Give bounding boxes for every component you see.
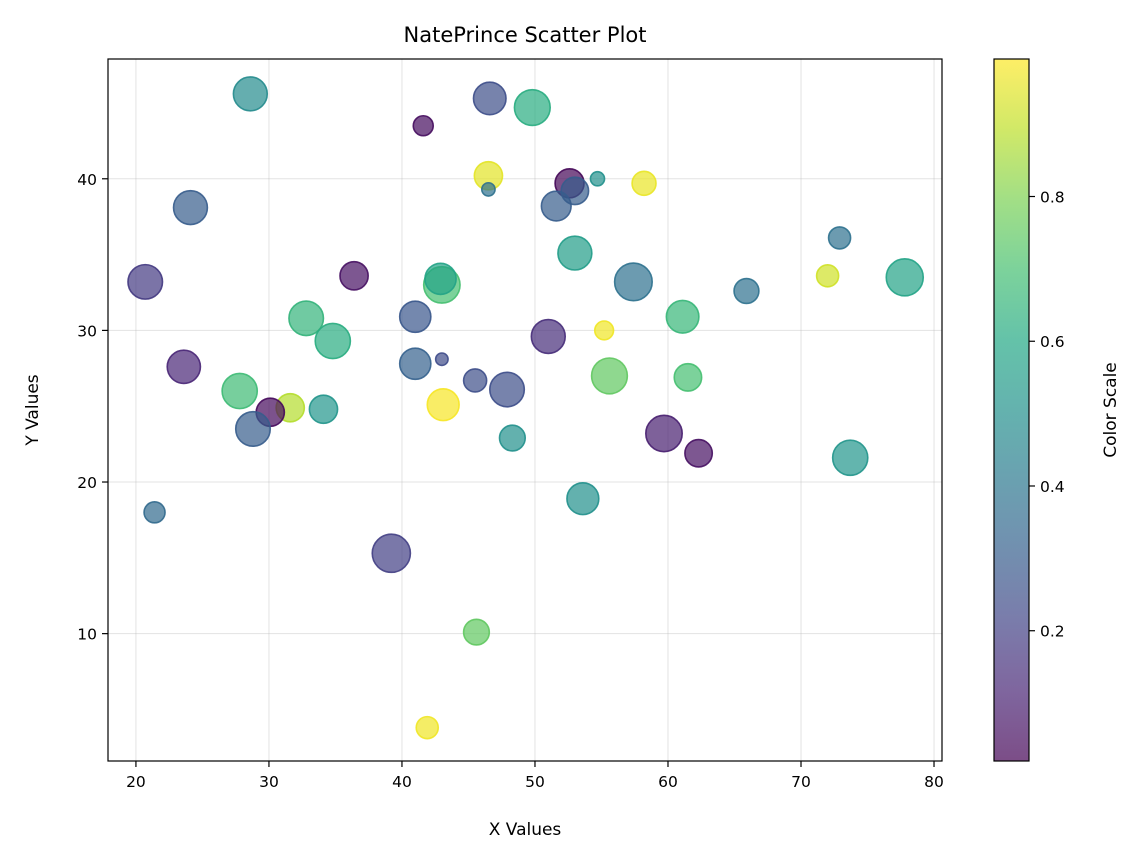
y-tick-label: 20 xyxy=(77,474,97,492)
scatter-point xyxy=(472,81,507,116)
scatter-point xyxy=(566,481,600,516)
scatter-point xyxy=(590,357,629,395)
scatter-point xyxy=(314,322,352,360)
y-axis-ticks: 10 20 30 40 xyxy=(77,171,108,644)
plot-frame xyxy=(107,58,943,762)
x-axis-ticks: 20 30 40 50 60 70 80 xyxy=(126,761,944,791)
scatter-point xyxy=(513,88,551,127)
scatter-point xyxy=(645,414,683,453)
scatter-point xyxy=(398,300,432,334)
x-tick-label: 40 xyxy=(392,773,412,791)
scatter-point xyxy=(733,277,760,305)
chart-title: NatePrince Scatter Plot xyxy=(404,23,647,47)
scatter-point xyxy=(398,347,432,381)
colorbar-tick-label: 0.4 xyxy=(1040,478,1065,496)
x-tick-label: 80 xyxy=(924,773,944,791)
y-tick-label: 40 xyxy=(77,171,97,189)
colorbar xyxy=(993,58,1030,762)
scatter-point xyxy=(613,262,653,302)
x-tick-label: 20 xyxy=(126,773,146,791)
y-tick-label: 30 xyxy=(77,322,97,340)
scatter-point xyxy=(631,170,657,197)
scatter-point xyxy=(308,394,339,425)
colorbar-tick-label: 0.6 xyxy=(1040,333,1065,351)
scatter-point xyxy=(488,371,526,408)
scatter-point xyxy=(480,181,496,197)
scatter-point xyxy=(673,362,703,392)
scatter-point xyxy=(166,349,202,385)
scatter-point xyxy=(232,76,269,112)
points-layer xyxy=(127,76,925,740)
scatter-point xyxy=(234,410,272,448)
x-tick-label: 60 xyxy=(658,773,678,791)
colorbar-ticks: 0.2 0.4 0.6 0.8 xyxy=(1029,189,1065,641)
x-axis-label: X Values xyxy=(489,820,562,840)
scatter-point xyxy=(530,318,567,355)
colorbar-tick-label: 0.8 xyxy=(1040,189,1065,207)
y-axis-label: Y Values xyxy=(23,374,43,446)
scatter-point xyxy=(339,260,369,291)
scatter-point xyxy=(557,235,593,271)
scatter-point xyxy=(540,190,572,222)
scatter-point xyxy=(831,439,869,477)
scatter-point xyxy=(885,258,925,297)
scatter-point xyxy=(827,226,852,250)
scatter-point xyxy=(288,300,325,337)
scatter-point xyxy=(415,715,440,740)
scatter-point xyxy=(593,320,615,341)
x-tick-label: 30 xyxy=(259,773,279,791)
scatter-point xyxy=(462,368,488,393)
scatter-point xyxy=(684,438,714,468)
scatter-point xyxy=(426,387,460,422)
scatter-point xyxy=(221,372,259,410)
colorbar-label: Color Scale xyxy=(1101,362,1121,458)
scatter-point xyxy=(424,262,457,296)
colorbar-tick-label: 0.2 xyxy=(1040,623,1065,641)
scatter-point xyxy=(498,424,527,452)
x-tick-label: 50 xyxy=(525,773,545,791)
scatter-point xyxy=(815,264,840,288)
scatter-point xyxy=(172,189,209,226)
grid-lines xyxy=(108,59,942,761)
scatter-point xyxy=(462,618,491,646)
scatter-point xyxy=(371,533,412,574)
scatter-point xyxy=(127,263,164,300)
scatter-point xyxy=(589,170,606,187)
scatter-point xyxy=(412,114,435,137)
scatter-point xyxy=(434,352,449,367)
scatter-point xyxy=(143,501,166,524)
x-tick-label: 70 xyxy=(791,773,811,791)
scatter-point xyxy=(665,299,700,334)
y-tick-label: 10 xyxy=(77,626,97,644)
